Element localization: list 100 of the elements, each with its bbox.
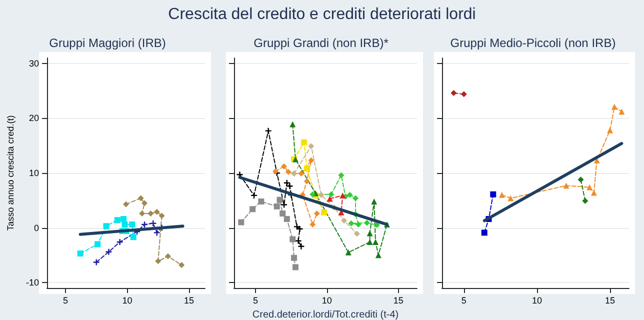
point <box>590 190 597 196</box>
point <box>281 202 288 208</box>
x-tick-label: 15 <box>393 296 404 306</box>
point <box>93 259 100 266</box>
point <box>563 182 570 189</box>
x-tick-label: 10 <box>122 296 132 306</box>
point <box>286 183 293 190</box>
point <box>578 176 584 183</box>
point <box>374 222 380 228</box>
point <box>340 192 346 198</box>
point <box>265 128 272 134</box>
point <box>148 210 154 217</box>
point <box>295 238 302 244</box>
point <box>607 127 614 134</box>
x-tick-label: 15 <box>184 296 194 306</box>
text: Crescita del credito e crediti deteriorati lordi <box>167 6 477 24</box>
point <box>304 178 310 184</box>
point <box>158 212 165 219</box>
point <box>310 191 316 198</box>
point <box>178 262 185 268</box>
point <box>139 210 146 217</box>
point <box>284 216 290 222</box>
point <box>304 166 310 172</box>
point <box>285 168 292 175</box>
y-tick-label: 0 <box>34 222 39 233</box>
point <box>120 216 127 222</box>
point <box>301 139 308 146</box>
point <box>582 198 588 204</box>
point <box>155 258 162 264</box>
point <box>460 91 467 98</box>
point <box>364 220 370 226</box>
point <box>250 206 256 212</box>
point <box>328 191 334 198</box>
point <box>318 192 324 198</box>
point <box>366 239 373 245</box>
point <box>618 108 625 115</box>
point <box>103 223 110 230</box>
x-tick-label: 15 <box>605 296 616 306</box>
point <box>154 230 160 236</box>
x-tick-label: 10 <box>532 296 542 306</box>
point <box>372 239 379 245</box>
x-tick-label: 10 <box>322 296 332 306</box>
point <box>122 221 128 228</box>
point <box>366 230 373 236</box>
chart-subtitle: Gruppi Maggiori (IRB) <box>49 36 166 50</box>
x-tick-label: 5 <box>63 296 68 306</box>
point <box>130 234 136 240</box>
point <box>280 210 286 217</box>
point <box>338 172 344 178</box>
point <box>355 221 362 228</box>
point <box>77 250 84 256</box>
point <box>150 220 156 226</box>
chart-subtitle: Gruppi Medio-Piccoli (non IRB) <box>450 36 616 50</box>
point <box>314 210 320 217</box>
point <box>142 200 148 206</box>
point <box>106 248 112 255</box>
point <box>116 239 123 245</box>
chart-subtitle: Gruppi Grandi (non IRB)* <box>254 36 389 50</box>
point <box>292 264 298 270</box>
point <box>346 192 353 198</box>
point <box>291 254 298 261</box>
x-tick-label: 5 <box>252 296 258 306</box>
point <box>481 230 488 236</box>
point <box>258 198 264 204</box>
point <box>611 104 618 110</box>
point <box>276 196 283 203</box>
point <box>450 90 457 96</box>
point <box>154 208 160 215</box>
point <box>94 241 101 248</box>
point <box>123 201 129 208</box>
point <box>298 243 304 250</box>
point <box>290 121 296 128</box>
point <box>371 198 378 204</box>
point <box>274 203 280 210</box>
x-axis-title: Cred.deterior.lordi/Tot.crediti (t-4) <box>252 309 399 320</box>
point <box>341 218 348 224</box>
point <box>281 163 288 170</box>
y-axis-title: Tasso annuo crescita cred.(t) <box>6 115 16 231</box>
point <box>308 143 314 150</box>
x-tick-label: 5 <box>461 296 466 306</box>
point <box>508 195 514 202</box>
point <box>490 191 496 198</box>
point <box>348 220 354 226</box>
point <box>345 249 352 256</box>
point <box>298 170 304 177</box>
y-tick-label: -10 <box>26 278 39 288</box>
point <box>326 196 333 202</box>
point <box>129 221 136 228</box>
point <box>321 209 328 216</box>
point <box>375 252 382 258</box>
point <box>290 236 296 242</box>
y-tick-label: 30 <box>28 58 39 68</box>
point <box>310 221 316 228</box>
y-tick-label: 10 <box>28 168 39 178</box>
y-tick-label: 20 <box>28 113 39 124</box>
point <box>308 157 314 164</box>
point <box>354 230 360 237</box>
point <box>586 184 593 190</box>
point <box>114 217 120 224</box>
point <box>238 219 244 226</box>
